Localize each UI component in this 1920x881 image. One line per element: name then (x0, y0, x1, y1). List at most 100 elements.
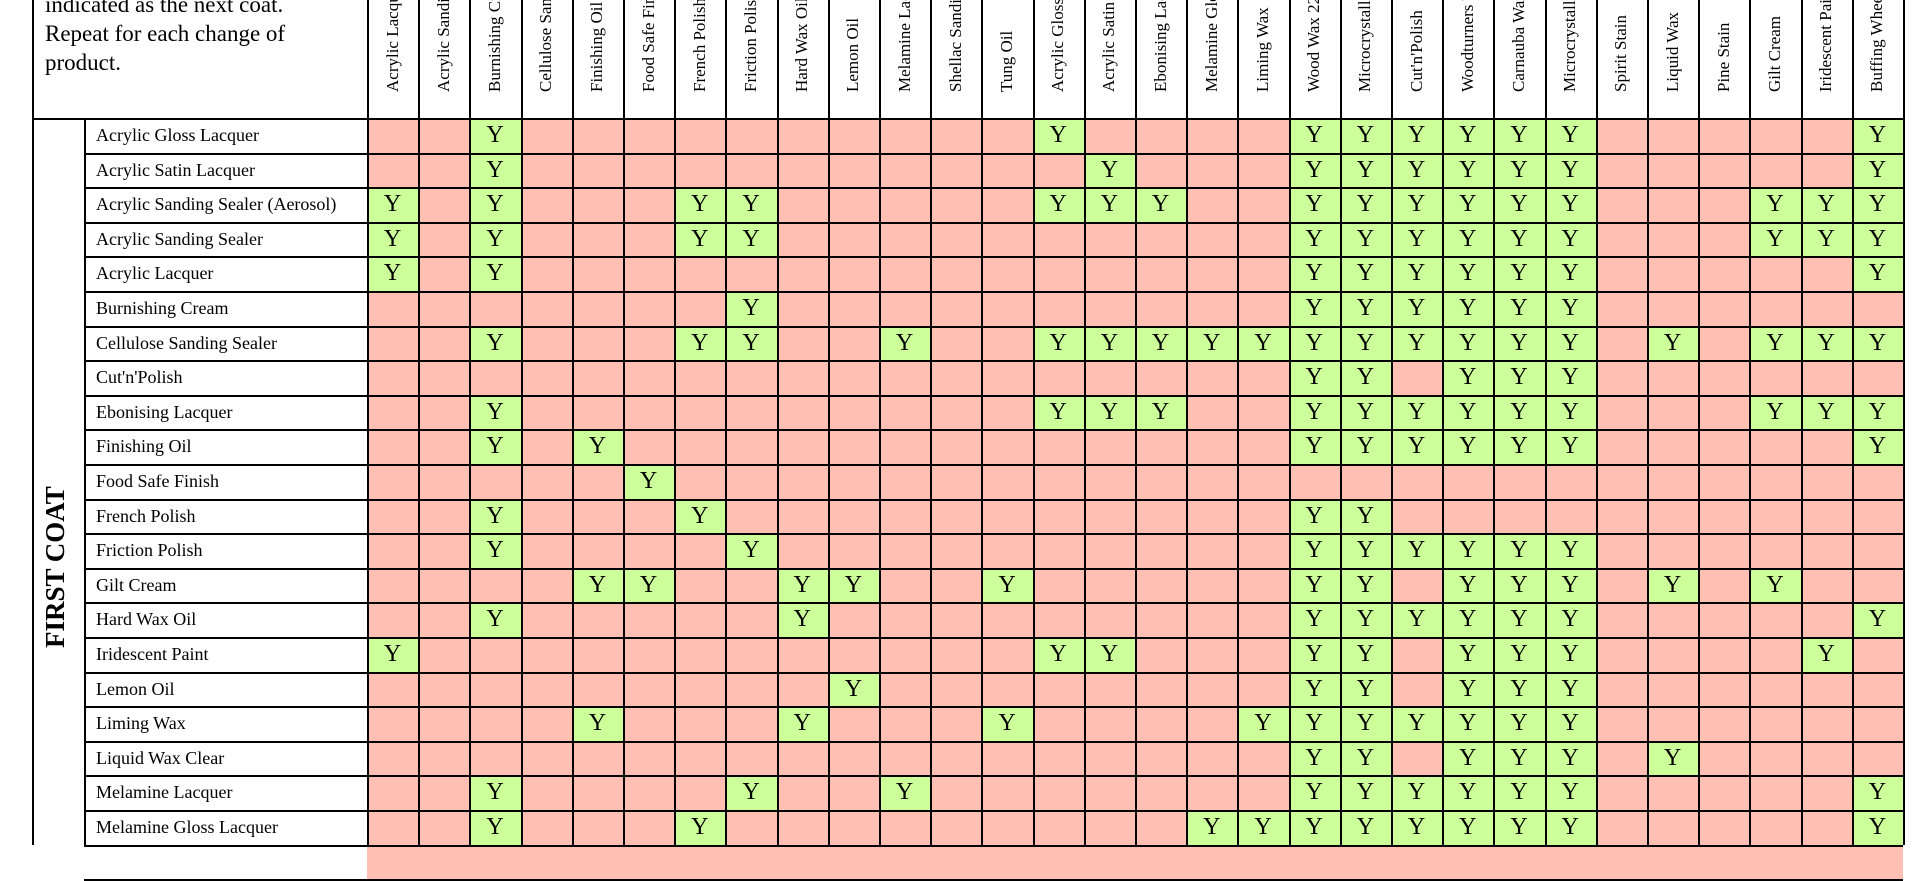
cell-incompatible (1698, 221, 1750, 257)
row-divider (84, 567, 1903, 570)
cell-compatible: Y (1339, 360, 1391, 395)
cell-incompatible (1186, 533, 1238, 568)
cell-incompatible (1800, 360, 1852, 395)
row-divider (84, 152, 1903, 155)
cell-incompatible (1595, 429, 1647, 464)
cell-compatible: Y (1493, 740, 1545, 776)
column-header-text: Iridescent Paint (1816, 0, 1836, 92)
cell-compatible: Y (879, 775, 931, 810)
cell-compatible: Y (1544, 567, 1596, 603)
row-divider (84, 775, 1903, 778)
cell-incompatible (1800, 498, 1852, 534)
cell-incompatible (1186, 844, 1238, 880)
cell-incompatible (725, 706, 777, 741)
cell-incompatible (674, 256, 726, 291)
cell-incompatible (623, 533, 675, 568)
cell-compatible: Y (1544, 671, 1596, 707)
cell-incompatible (1749, 810, 1801, 845)
cell-compatible: Y (1493, 325, 1545, 361)
column-divider (879, 0, 881, 845)
column-divider (1493, 0, 1496, 845)
cell-incompatible (1698, 360, 1750, 395)
cell-compatible: Y (1493, 152, 1545, 188)
cell-compatible: Y (725, 291, 777, 326)
cell-incompatible (367, 602, 419, 637)
cell-compatible: Y (1032, 394, 1084, 430)
cell-compatible: Y (827, 567, 879, 603)
cell-incompatible (1186, 464, 1238, 499)
cell-incompatible (1698, 429, 1750, 464)
cell-incompatible (1800, 775, 1852, 810)
cell-incompatible (1647, 671, 1699, 707)
cell-incompatible (930, 775, 982, 810)
cell-compatible: Y (1288, 637, 1340, 672)
cell-compatible: Y (367, 221, 419, 257)
column-header: Hard Wax Oil (777, 0, 828, 118)
cell-compatible: Y (674, 810, 726, 845)
cell-incompatible (571, 256, 623, 291)
cell-incompatible (1698, 256, 1750, 291)
cell-incompatible (1800, 256, 1852, 291)
cell-incompatible (981, 221, 1033, 257)
cell-incompatible (1595, 187, 1647, 222)
cell-incompatible (725, 844, 777, 880)
column-header-text: Liming Wax (1252, 7, 1272, 92)
row-label: Melamine Gloss Lacquer (96, 817, 278, 837)
cell-incompatible (776, 810, 828, 845)
cell-incompatible (1749, 256, 1801, 291)
cell-compatible: Y (776, 602, 828, 637)
cell-compatible: Y (1391, 394, 1443, 430)
cell-compatible: Y (1442, 291, 1494, 326)
cell-incompatible (879, 429, 931, 464)
column-header: Buffing Wheels (1852, 0, 1903, 118)
row-label: Food Safe Finish (96, 471, 220, 491)
cell-incompatible (930, 567, 982, 603)
cell-incompatible (1647, 360, 1699, 395)
column-header-text: French Polish (689, 0, 709, 92)
row-label: Cellulose Sanding Sealer (96, 332, 277, 353)
header-bottom-border (32, 118, 1903, 120)
cell-incompatible (1647, 152, 1699, 188)
cell-compatible: Y (1339, 810, 1391, 845)
cell-compatible: Y (1339, 567, 1391, 603)
cell-incompatible (469, 464, 521, 499)
side-divider (84, 118, 86, 845)
column-header-text: Melamine Gloss Lacquer (1201, 0, 1221, 92)
cell-incompatible (879, 118, 931, 153)
cell-incompatible (367, 775, 419, 810)
cell-incompatible (981, 810, 1033, 845)
cell-incompatible (1851, 291, 1903, 326)
column-header-text: Burnishing Cream (484, 0, 504, 92)
cell-compatible: Y (1647, 325, 1699, 361)
cell-incompatible (520, 429, 572, 464)
first-coat-label: FIRST COAT (26, 118, 84, 845)
cell-incompatible (1083, 602, 1135, 637)
cell-incompatible (1237, 291, 1289, 326)
cell-compatible: Y (674, 325, 726, 361)
cell-incompatible (674, 706, 726, 741)
cell-compatible: Y (1544, 394, 1596, 430)
cell-incompatible (1186, 706, 1238, 741)
cell-compatible: Y (1288, 394, 1340, 430)
cell-incompatible (1698, 706, 1750, 741)
cell-incompatible (1647, 844, 1699, 880)
cell-incompatible (674, 740, 726, 776)
cell-incompatible (1391, 464, 1443, 499)
cell-incompatible (367, 429, 419, 464)
cell-compatible: Y (1493, 291, 1545, 326)
cell-incompatible (520, 152, 572, 188)
cell-incompatible (1595, 533, 1647, 568)
column-header: Finishing Oil (572, 0, 623, 118)
cell-incompatible (930, 810, 982, 845)
cell-incompatible (1186, 152, 1238, 188)
cell-incompatible (725, 671, 777, 707)
column-header-text: Gilt Cream (1764, 15, 1784, 92)
cell-incompatible (1083, 844, 1135, 880)
cell-incompatible (1800, 844, 1852, 880)
cell-incompatible (674, 602, 726, 637)
cell-incompatible (1237, 429, 1289, 464)
row-label: Acrylic Gloss Lacquer (96, 125, 259, 145)
cell-incompatible (930, 291, 982, 326)
column-header-text: Acrylic Satin Lacquer (1099, 0, 1119, 92)
cell-incompatible (623, 844, 675, 880)
